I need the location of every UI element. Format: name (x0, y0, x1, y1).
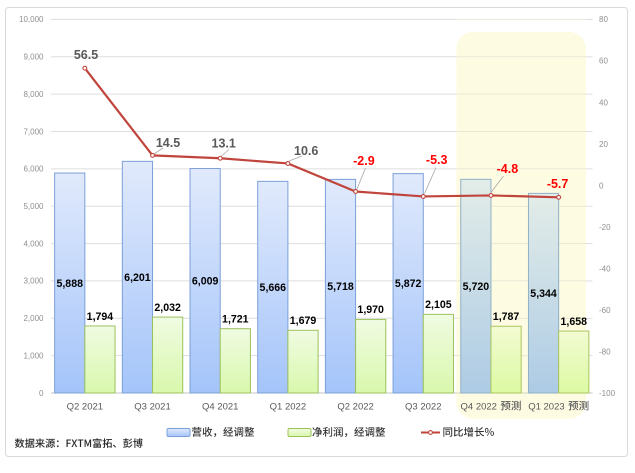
svg-text:80: 80 (599, 15, 608, 24)
svg-text:56.5: 56.5 (74, 48, 98, 62)
svg-text:14.5: 14.5 (156, 136, 180, 150)
svg-text:5,000: 5,000 (23, 202, 44, 211)
svg-text:1,970: 1,970 (357, 304, 384, 316)
svg-text:Q2 2021: Q2 2021 (67, 401, 103, 412)
svg-text:7,000: 7,000 (23, 127, 44, 136)
svg-text:1,787: 1,787 (493, 311, 520, 323)
svg-text:5,720: 5,720 (463, 281, 490, 293)
svg-text:1,721: 1,721 (222, 314, 249, 326)
svg-text:3,000: 3,000 (23, 277, 44, 286)
svg-text:-60: -60 (599, 306, 611, 315)
svg-text:1,794: 1,794 (87, 311, 114, 323)
svg-text:Q2 2022: Q2 2022 (337, 401, 373, 412)
svg-text:-4.8: -4.8 (497, 162, 519, 176)
svg-text:10.6: 10.6 (294, 144, 318, 158)
svg-text:6,000: 6,000 (23, 165, 44, 174)
svg-text:-20: -20 (599, 223, 611, 232)
svg-text:-100: -100 (599, 389, 616, 398)
svg-text:2,000: 2,000 (23, 314, 44, 323)
svg-text:13.1: 13.1 (212, 137, 236, 151)
svg-text:20: 20 (599, 140, 608, 149)
svg-text:Q1 2023: Q1 2023 (528, 401, 564, 412)
svg-text:5,666: 5,666 (260, 282, 287, 294)
svg-text:-5.3: -5.3 (426, 153, 448, 167)
svg-text:1,000: 1,000 (23, 351, 44, 360)
svg-text:5,344: 5,344 (530, 288, 557, 300)
svg-text:-5.7: -5.7 (547, 177, 569, 191)
svg-text:5,872: 5,872 (395, 278, 422, 290)
svg-text:5,888: 5,888 (56, 278, 83, 290)
svg-text:Q1 2022: Q1 2022 (270, 401, 306, 412)
svg-text:-40: -40 (599, 264, 611, 273)
svg-text:-2.9: -2.9 (353, 154, 375, 168)
svg-text:40: 40 (599, 98, 608, 107)
svg-text:1,658: 1,658 (561, 316, 588, 328)
svg-text:4,000: 4,000 (23, 239, 44, 248)
svg-text:Q4 2021: Q4 2021 (202, 401, 238, 412)
svg-text:10,000: 10,000 (19, 15, 44, 24)
svg-text:2,032: 2,032 (154, 302, 181, 314)
svg-text:-80: -80 (599, 347, 611, 356)
svg-text:5,718: 5,718 (327, 281, 354, 293)
svg-text:0: 0 (599, 181, 604, 190)
svg-text:2,105: 2,105 (425, 299, 452, 311)
svg-text:6,201: 6,201 (124, 272, 151, 284)
svg-text:60: 60 (599, 57, 608, 66)
svg-text:Q4 2022: Q4 2022 (461, 401, 497, 412)
svg-text:Q3 2022: Q3 2022 (405, 401, 441, 412)
svg-text:Q3 2021: Q3 2021 (134, 401, 170, 412)
svg-text:9,000: 9,000 (23, 53, 44, 62)
svg-text:0: 0 (39, 389, 44, 398)
svg-text:1,679: 1,679 (290, 315, 317, 327)
svg-text:8,000: 8,000 (23, 90, 44, 99)
svg-text:6,009: 6,009 (192, 276, 219, 288)
